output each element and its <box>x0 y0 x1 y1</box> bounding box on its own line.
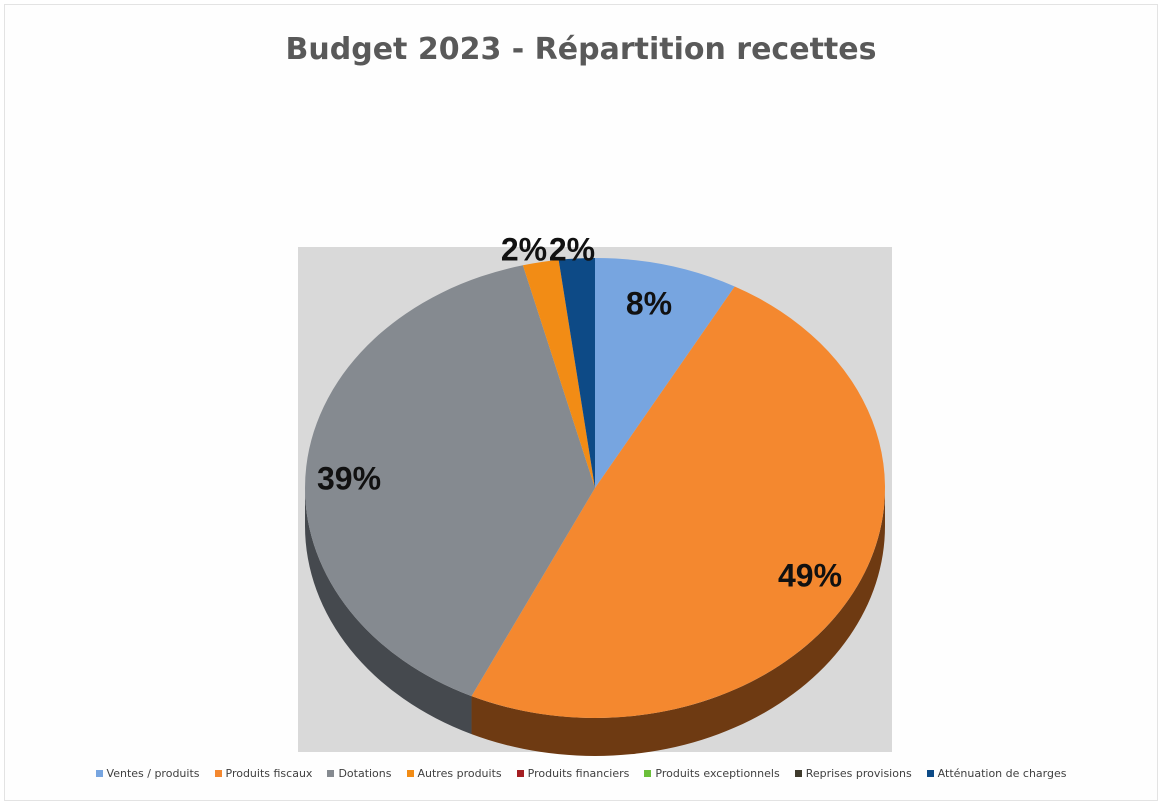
chart-title: Budget 2023 - Répartition recettes <box>285 32 877 67</box>
legend-label: Ventes / produits <box>106 767 200 780</box>
legend-swatch <box>794 770 802 777</box>
legend-item-att-nuation-de-charges: Atténuation de charges <box>926 767 1067 780</box>
data-label-produits-fiscaux: 49% <box>778 557 842 593</box>
pie-slice-ventes-produits <box>595 258 735 488</box>
legend-item-produits-fiscaux: Produits fiscaux <box>214 767 313 780</box>
pie-slice-autres-produits <box>522 259 595 488</box>
data-label-autres-produits: 2% <box>501 231 547 267</box>
legend-label: Produits fiscaux <box>225 767 313 780</box>
legend-swatch <box>95 770 103 777</box>
legend-label: Produits financiers <box>527 767 630 780</box>
legend-label: Dotations <box>338 767 392 780</box>
legend-item-reprises-provisions: Reprises provisions <box>794 767 912 780</box>
pie-slice-dotations <box>305 265 595 697</box>
pie-side-walls <box>305 488 885 756</box>
pie-slices <box>305 258 885 718</box>
pie-slice-att-nuation-de-charges <box>558 258 595 488</box>
legend-swatch <box>516 770 524 777</box>
data-label-att-nuation-de-charges: 2% <box>549 231 595 267</box>
legend-swatch <box>644 770 652 777</box>
data-label-ventes-produits: 8% <box>626 285 672 321</box>
legend-swatch <box>214 770 222 777</box>
legend-swatch <box>327 770 335 777</box>
legend-item-dotations: Dotations <box>327 767 392 780</box>
pie-slice-produits-fiscaux <box>471 286 885 718</box>
legend-swatch <box>926 770 934 777</box>
pie-side-dotations <box>305 488 472 735</box>
pie-side-produits-fiscaux <box>471 488 885 756</box>
legend-item-produits-financiers: Produits financiers <box>516 767 630 780</box>
legend-label: Produits exceptionnels <box>655 767 780 780</box>
pie-data-labels: 8% 49% 39% 2% 2% <box>317 231 842 593</box>
legend-label: Reprises provisions <box>805 767 912 780</box>
chart-legend: Ventes / produits Produits fiscaux Dotatio… <box>0 767 1162 780</box>
data-label-dotations: 39% <box>317 460 381 496</box>
legend-item-autres-produits: Autres produits <box>406 767 502 780</box>
legend-swatch <box>406 770 414 777</box>
legend-label: Atténuation de charges <box>937 767 1067 780</box>
legend-item-ventes-produits: Ventes / produits <box>95 767 200 780</box>
legend-item-produits-exceptionnels: Produits exceptionnels <box>644 767 780 780</box>
legend-label: Autres produits <box>417 767 502 780</box>
